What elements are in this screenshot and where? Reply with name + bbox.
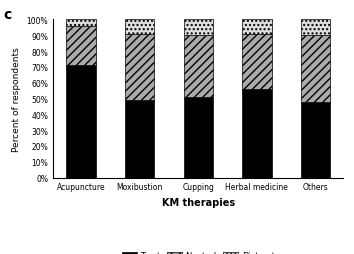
Text: c: c (4, 8, 12, 22)
Bar (242, 20, 272, 35)
Bar (184, 20, 213, 36)
Bar (125, 101, 154, 178)
Bar (125, 20, 154, 35)
Bar (242, 90, 272, 178)
Bar (66, 27, 96, 66)
X-axis label: KM therapies: KM therapies (162, 197, 235, 207)
Legend: Trust, Neutral, Distrust: Trust, Neutral, Distrust (119, 248, 278, 254)
Bar (66, 66, 96, 178)
Bar (301, 102, 330, 178)
Bar (242, 35, 272, 90)
Bar (301, 36, 330, 102)
Bar (66, 20, 96, 27)
Bar (184, 36, 213, 98)
Bar (125, 35, 154, 101)
Bar (301, 20, 330, 36)
Bar (184, 98, 213, 178)
Y-axis label: Percent of respondents: Percent of respondents (12, 47, 21, 151)
